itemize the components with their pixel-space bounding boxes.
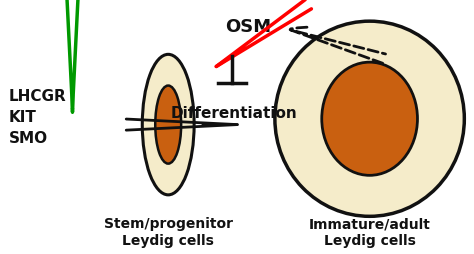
- Text: KIT: KIT: [9, 109, 36, 124]
- Ellipse shape: [322, 63, 418, 176]
- Text: Differentiation: Differentiation: [171, 106, 297, 121]
- Text: Stem/progenitor
Leydig cells: Stem/progenitor Leydig cells: [104, 216, 233, 247]
- Text: OSM: OSM: [225, 18, 271, 36]
- Text: Immature/adult
Leydig cells: Immature/adult Leydig cells: [309, 216, 430, 247]
- Text: SMO: SMO: [9, 131, 48, 146]
- Ellipse shape: [275, 22, 465, 216]
- Ellipse shape: [155, 86, 181, 164]
- Ellipse shape: [142, 55, 194, 195]
- Text: LHCGR: LHCGR: [9, 88, 66, 103]
